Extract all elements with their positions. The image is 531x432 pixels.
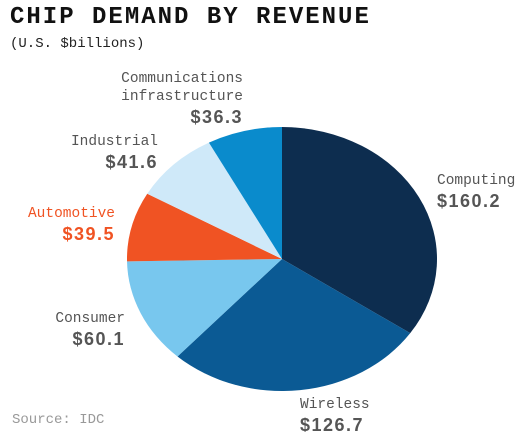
slice-label: Wireless $126.7: [300, 396, 470, 432]
value-label: $39.5: [62, 224, 115, 244]
value-label: $126.7: [300, 415, 365, 432]
pie-slice: [147, 142, 282, 259]
slice-label: Automotive $39.5: [0, 205, 115, 245]
source: Source: IDC: [12, 412, 105, 428]
category-name: Computing: [437, 173, 516, 189]
pie-slice: [177, 259, 411, 391]
pie-slice: [127, 193, 282, 262]
category-name: Automotive: [27, 206, 115, 222]
chart-subtitle: (U.S. $billions): [10, 36, 145, 52]
pie-slice: [127, 259, 282, 357]
slice-label: Industrial $41.6: [0, 133, 158, 173]
slice-label: Communications infrastructure $36.3: [93, 70, 243, 128]
category-name: Wireless: [300, 397, 370, 413]
chart-title: CHIP DEMAND BY REVENUE: [10, 4, 371, 31]
value-label: $160.2: [437, 191, 502, 211]
category-name: Communications infrastructure: [121, 71, 243, 105]
slice-label: Consumer $60.1: [0, 310, 125, 350]
pie-slice: [208, 127, 282, 259]
value-label: $60.1: [72, 329, 125, 349]
category-name: Consumer: [55, 311, 125, 327]
pie-slice: [282, 127, 437, 334]
value-label: $41.6: [105, 152, 158, 172]
category-name: Industrial: [70, 134, 158, 150]
value-label: $36.3: [190, 107, 243, 127]
slice-label: Computing $160.2: [437, 172, 531, 212]
